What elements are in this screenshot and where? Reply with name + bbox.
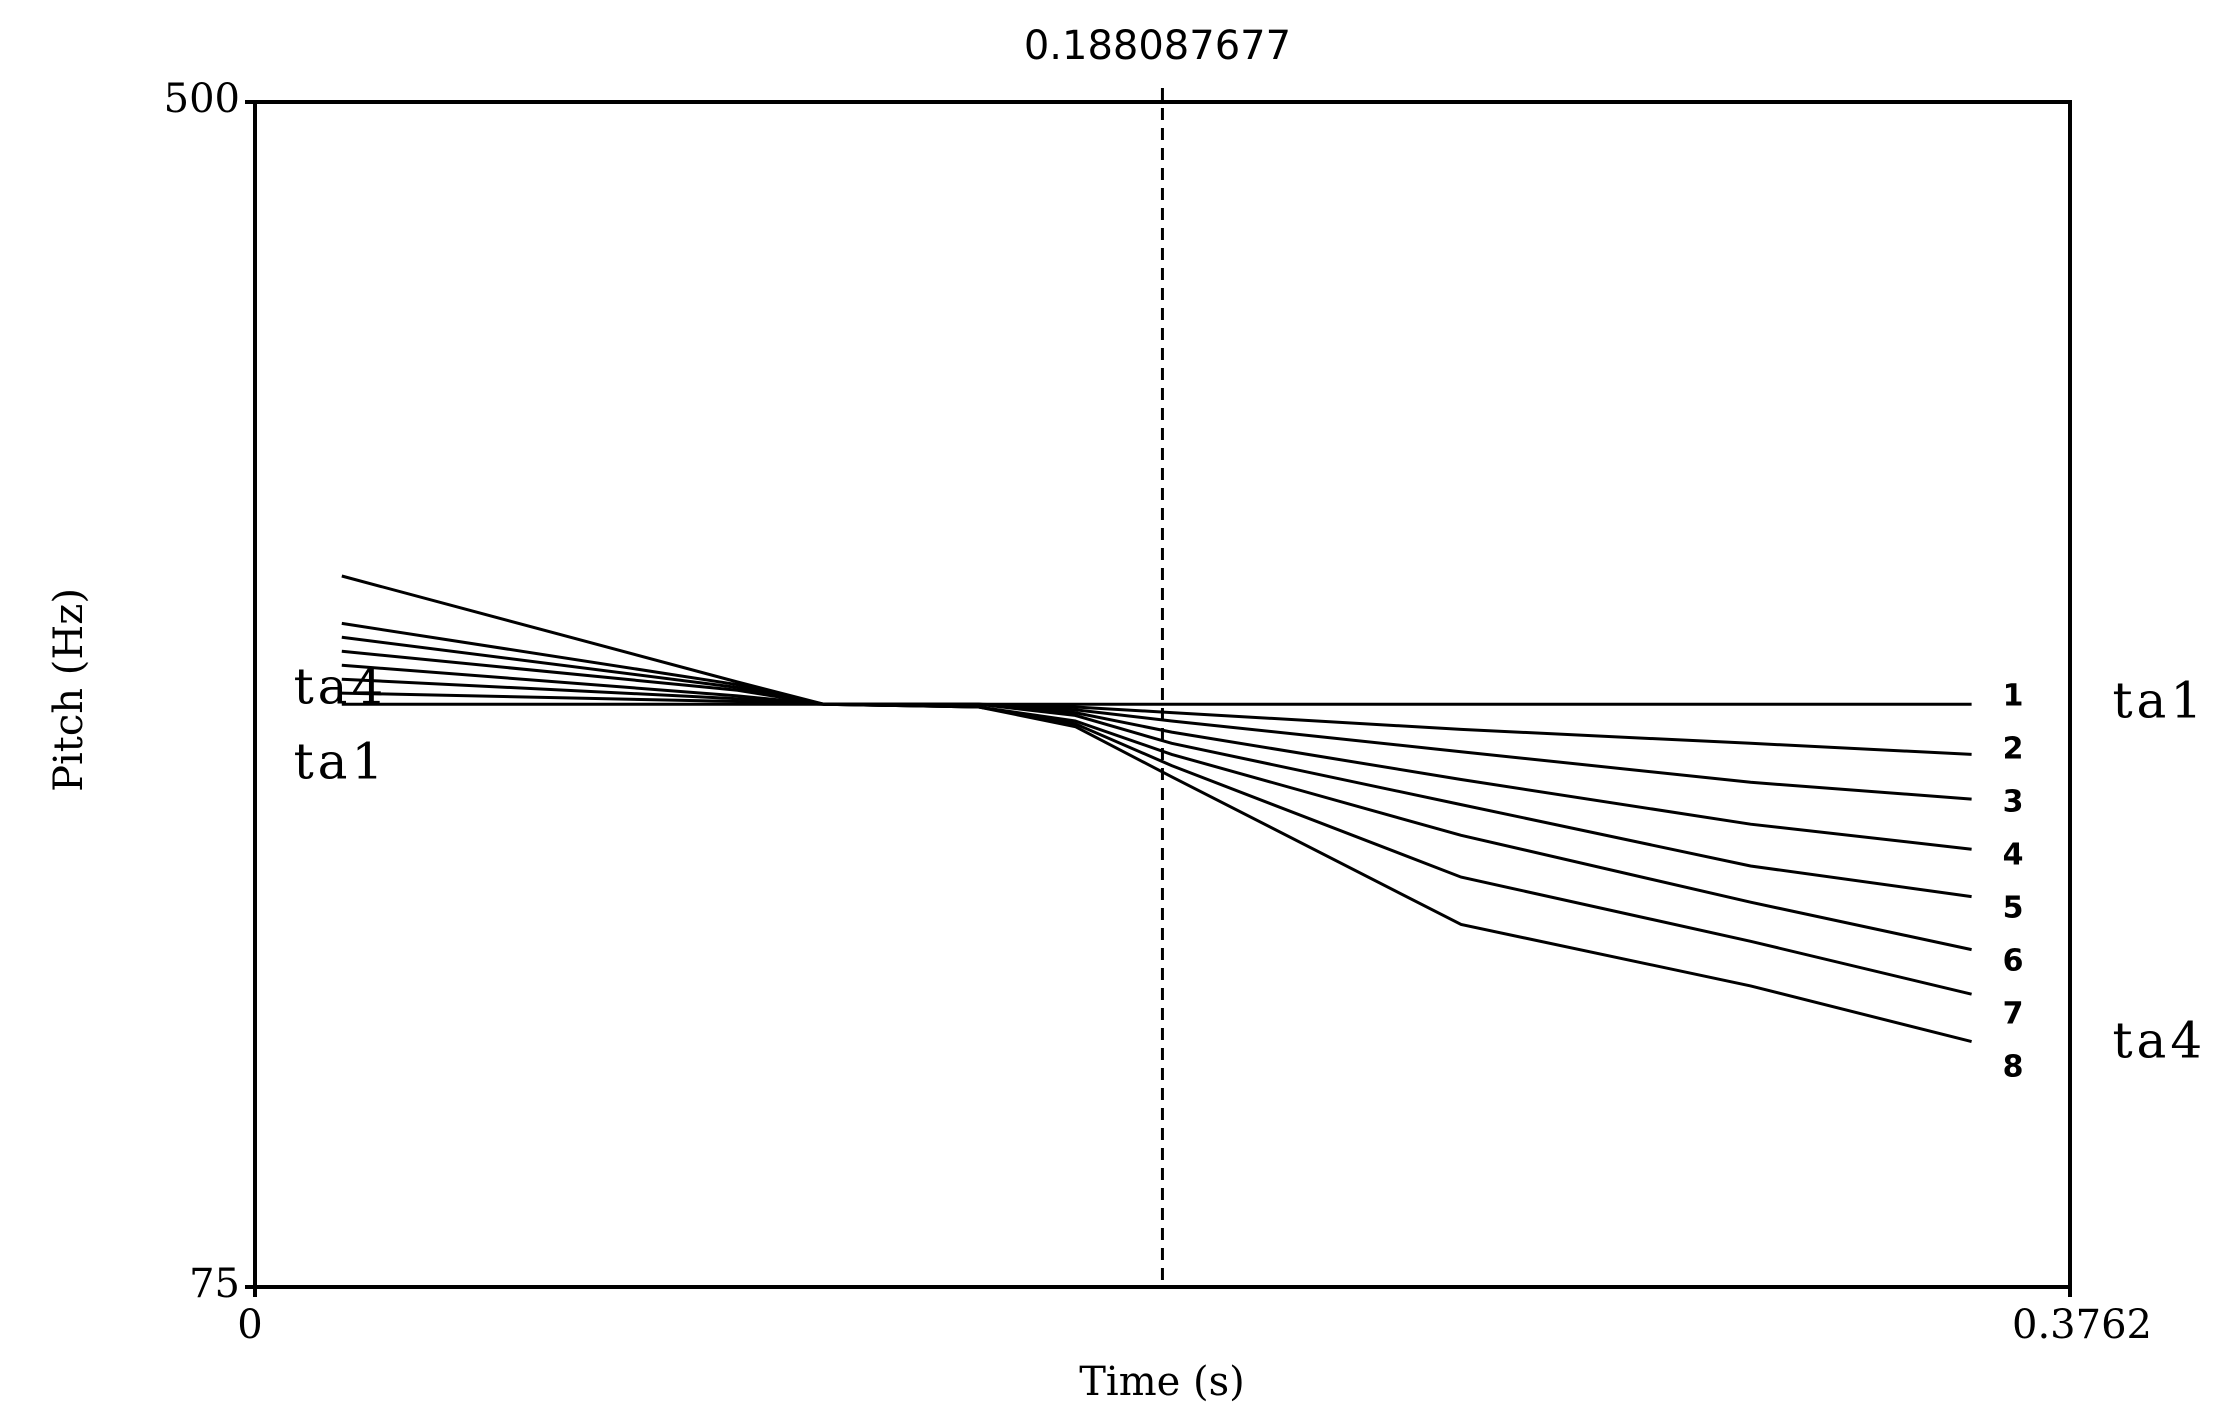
annotation-ta1-2: ta1 <box>2112 671 2206 729</box>
series-line-8 <box>341 574 1972 1044</box>
series-label-2: 2 <box>2003 732 2024 767</box>
series-line-3 <box>341 677 1972 801</box>
series-line-6 <box>341 635 1972 952</box>
chart-text: 1 2 3 4 5 6 7 8 0.188087677 500 750 0.3762 Time (s) P… <box>46 23 2206 1405</box>
series-label-3: 3 <box>2003 785 2024 820</box>
series-line-2 <box>341 691 1972 756</box>
series-label-1: 1 <box>2003 679 2024 714</box>
annotation-ta1-1: ta1 <box>294 733 388 791</box>
annotation-ta4-3: ta4 <box>2112 1011 2206 1069</box>
series-lines <box>341 574 1972 1044</box>
series-label-4: 4 <box>2003 838 2024 873</box>
x-tick-label-max: 0.3762 <box>2012 1302 2152 1348</box>
series-label-8: 8 <box>2003 1050 2024 1085</box>
y-tick-label-min: 75 <box>189 1261 240 1307</box>
plot-frame <box>253 100 2072 1289</box>
annotation-ta4-0: ta4 <box>294 657 388 715</box>
series-label-7: 7 <box>2003 997 2024 1032</box>
x-tick-label-min: 0 <box>237 1302 262 1348</box>
cursor-value-label: 0.188087677 <box>1024 23 1291 69</box>
series-label-5: 5 <box>2003 891 2024 926</box>
series-line-5 <box>341 649 1972 899</box>
series-line-7 <box>341 621 1972 996</box>
series-line-4 <box>341 663 1972 851</box>
series-label-6: 6 <box>2003 944 2024 979</box>
y-tick-label-max: 500 <box>164 76 240 122</box>
x-axis-title: Time (s) <box>1079 1359 1245 1405</box>
y-axis-title: Pitch (Hz) <box>46 588 92 792</box>
